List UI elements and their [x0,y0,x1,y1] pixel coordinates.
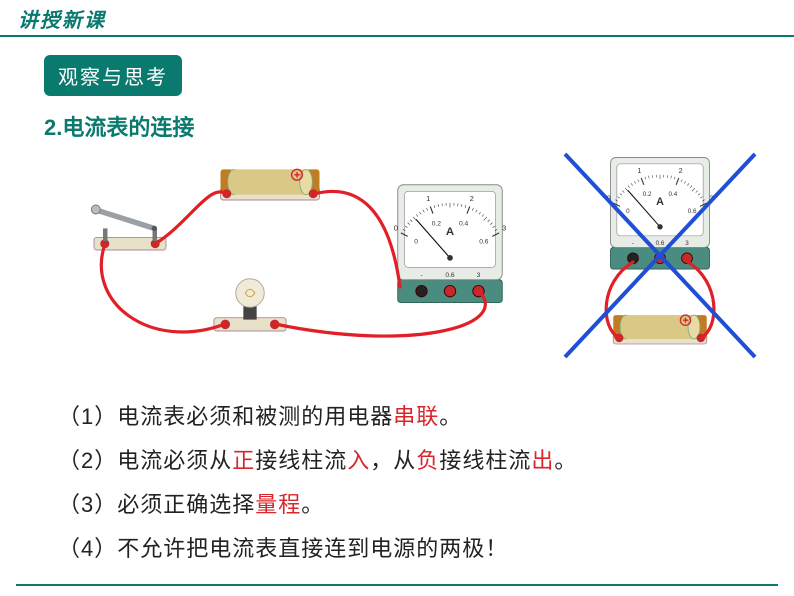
correct-circuit-diagram: 0 0 1 0.2 2 0.4 3 0.6 A - 0.6 3 [60,152,520,357]
svg-text:3: 3 [502,223,506,232]
rule-2-text-g: 接线柱流 [439,448,531,473]
rule-2-hl-in: 入 [347,448,370,473]
svg-text:0: 0 [394,223,398,232]
svg-text:0.2: 0.2 [643,191,652,198]
rule-2-hl-out: 出 [531,448,554,473]
rule-1: （1）电流表必须和被测的用电器串联。 [58,395,794,439]
rule-2-text-c: 接线柱流 [255,448,347,473]
rule-2-hl-positive: 正 [232,448,255,473]
rule-3-text-a: （3）必须正确选择 [58,492,255,517]
section-title: 2.电流表的连接 [44,110,794,142]
rule-3-hl-range: 量程 [255,492,301,517]
svg-text:1: 1 [426,194,430,203]
rule-4: （4）不允许把电流表直接连到电源的两极！ [58,527,794,571]
svg-text:-: - [420,272,422,279]
svg-text:0.6: 0.6 [688,208,697,215]
svg-text:0.6: 0.6 [479,238,489,245]
svg-text:A: A [446,226,454,238]
footer-line [16,584,778,586]
figures-row: 0 0 1 0.2 2 0.4 3 0.6 A - 0.6 3 0 0 1 0.2 2 0.4 3 0.6 A - 0.6… [0,152,794,367]
svg-text:2: 2 [679,166,683,175]
slide-header: 讲授新课 [0,0,794,37]
rule-2-hl-negative: 负 [416,448,439,473]
wrong-circuit-diagram: 0010.220.430.6A-0.63 [560,152,760,367]
svg-text:-: - [632,240,634,247]
svg-text:0.6: 0.6 [656,240,665,247]
rule-3-text-c: 。 [301,492,324,517]
rule-2-text-e: ，从 [370,448,416,473]
svg-text:0: 0 [414,238,418,245]
svg-text:A: A [656,196,664,208]
rules-list: （1）电流表必须和被测的用电器串联。 （2）电流必须从正接线柱流入，从负接线柱流… [0,395,794,571]
rule-1-text-c: 。 [439,404,462,429]
svg-text:1: 1 [637,166,641,175]
svg-text:0.6: 0.6 [445,272,455,279]
rule-2: （2）电流必须从正接线柱流入，从负接线柱流出。 [58,439,794,483]
rule-3: （3）必须正确选择量程。 [58,483,794,527]
rule-2-text-a: （2）电流必须从 [58,448,232,473]
rule-1-text-a: （1）电流表必须和被测的用电器 [58,404,393,429]
section-badge: 观察与思考 [44,55,182,96]
rule-1-hl-series: 串联 [393,404,439,429]
svg-text:0.4: 0.4 [459,220,469,227]
slide-header-title: 讲授新课 [18,10,106,32]
rule-2-text-i: 。 [554,448,577,473]
svg-text:2: 2 [470,194,474,203]
svg-text:3: 3 [685,240,689,247]
svg-text:0.4: 0.4 [669,191,678,198]
svg-text:3: 3 [477,272,481,279]
svg-text:0.2: 0.2 [432,220,442,227]
svg-text:0: 0 [626,208,630,215]
